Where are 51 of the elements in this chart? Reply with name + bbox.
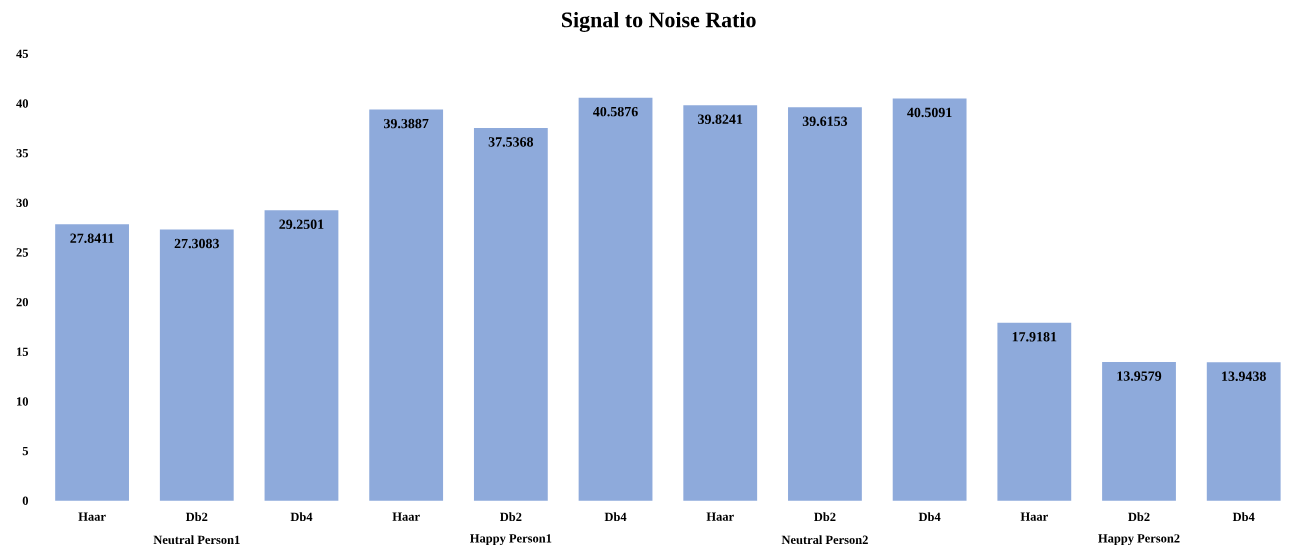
x-tick-label: Db2 (814, 512, 836, 522)
x-tick-label: Db4 (918, 512, 941, 522)
bar (264, 210, 339, 501)
y-tick-label: 30 (16, 198, 29, 208)
text: Neutral Person1 (153, 535, 240, 545)
data-label: 17.9181 (1012, 332, 1057, 342)
data-label: 29.2501 (279, 219, 324, 230)
bar (683, 105, 758, 501)
data-label: 40.5876 (593, 107, 638, 117)
y-tick-label: 15 (17, 347, 29, 357)
data-label: 37.5368 (488, 137, 534, 147)
bar (997, 323, 1072, 501)
x-tick-label: Haar (1020, 512, 1048, 522)
y-tick-label: 35 (16, 149, 29, 158)
data-label: 39.8241 (698, 114, 743, 125)
bar (892, 98, 967, 501)
bar (55, 224, 129, 501)
x-tick-label: Db4 (290, 512, 313, 522)
data-label: 39.6153 (802, 116, 848, 127)
bar (1206, 362, 1281, 501)
x-tick-label: Db2 (185, 512, 208, 522)
data-label: 13.9438 (1222, 371, 1266, 382)
data-label: 39.3887 (383, 119, 429, 129)
y-tick-label: 0 (22, 496, 29, 506)
x-tick-label: Db4 (1232, 512, 1255, 522)
chart-title: Signal to Noise Ratio (562, 12, 756, 33)
text: Happy Person2 (1098, 534, 1180, 546)
x-tick-label: Haar (392, 512, 420, 522)
data-label: 27.8411 (70, 233, 114, 244)
bar (159, 229, 234, 501)
y-tick-label: 45 (16, 49, 29, 59)
y-tick-label: 40 (16, 99, 29, 108)
bar (578, 97, 653, 501)
x-tick-label: Haar (706, 512, 734, 522)
x-tick-label: Db2 (1128, 512, 1150, 522)
x-tick-label: Db2 (500, 512, 522, 522)
bar (1102, 362, 1176, 501)
bar (788, 107, 862, 501)
data-label: 40.5091 (907, 107, 952, 118)
data-label: 13.9579 (1117, 371, 1162, 381)
bar (369, 109, 444, 501)
x-tick-label: Haar (78, 512, 106, 522)
text: Happy Person1 (470, 534, 552, 546)
bar (473, 128, 548, 501)
text: Neutral Person2 (781, 535, 868, 545)
data-label: 27.3083 (174, 239, 219, 249)
y-tick-label: 10 (17, 397, 29, 406)
x-tick-label: Db4 (604, 512, 627, 522)
y-tick-label: 25 (16, 248, 29, 257)
y-tick-label: 5 (22, 447, 29, 456)
y-tick-label: 20 (16, 298, 29, 307)
